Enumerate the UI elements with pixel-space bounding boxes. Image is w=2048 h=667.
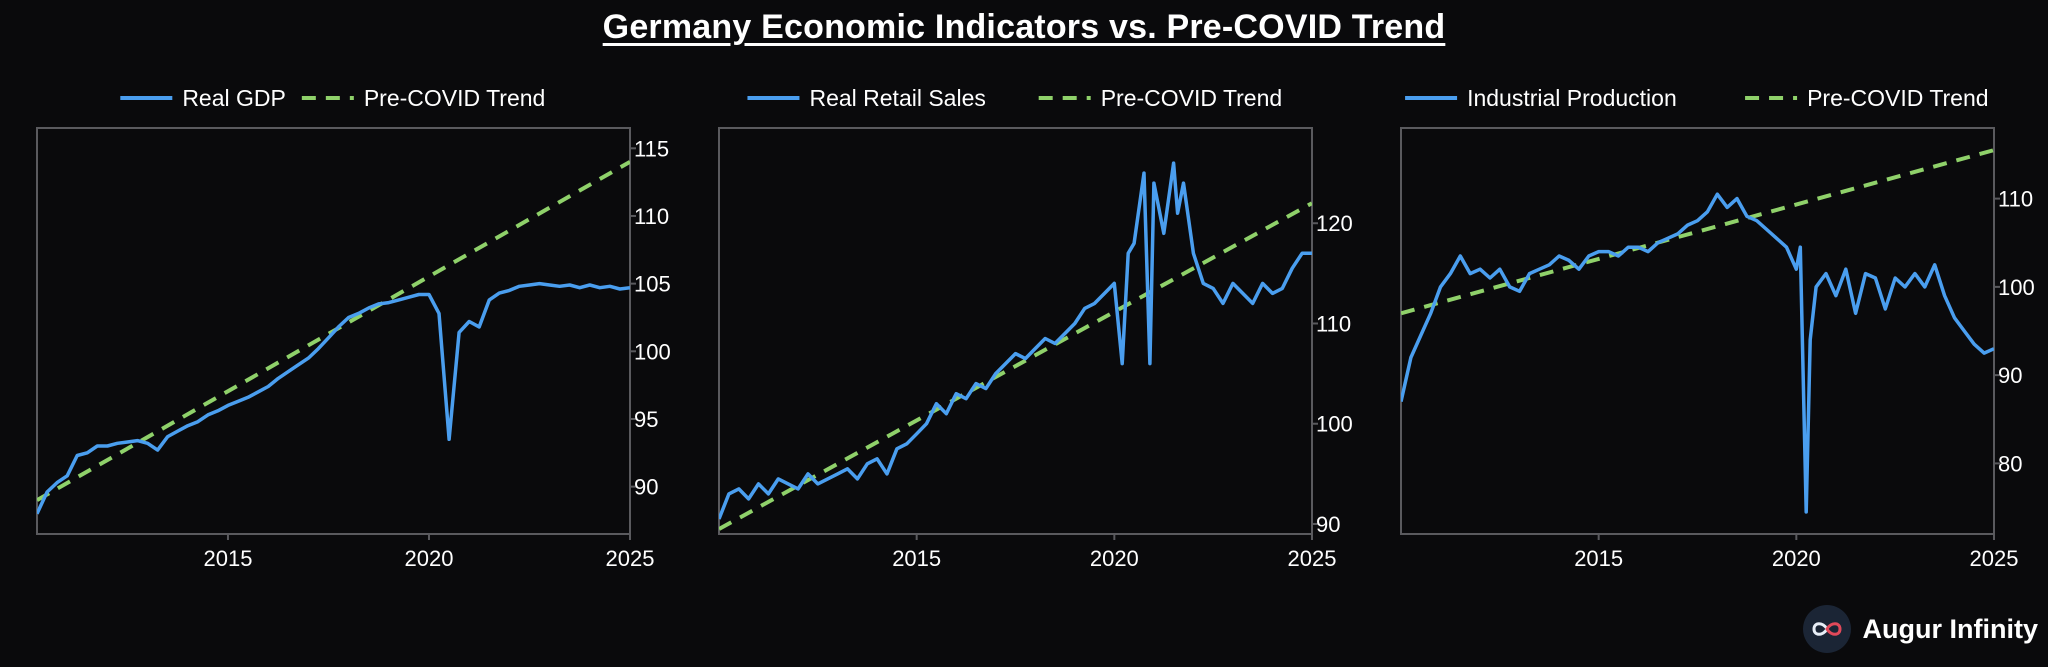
chart-real-gdp: 2015 2020 2025 90 95 100 105 110 115 Real GDP Pre-…: [36, 85, 671, 571]
legend-label-pre-covid-trend: Pre-COVID Trend: [1807, 85, 1989, 111]
y-tick-label: 110: [1998, 187, 2033, 212]
y-tick-label: 100: [1998, 275, 2035, 300]
y-tick-label: 90: [1998, 363, 2022, 388]
brand: Augur Infinity: [1802, 605, 2038, 653]
x-tick-label: 2025: [1970, 546, 2019, 571]
x-tick-label: 2025: [1288, 546, 1337, 571]
y-tick-label: 105: [634, 272, 671, 297]
y-tick-label: 90: [1316, 512, 1340, 537]
legend: Real GDP Pre-COVID Trend: [120, 85, 545, 111]
series-line-pre-covid-trend: [719, 201, 1312, 531]
infinity-logo-icon: [1802, 605, 1851, 653]
x-tick-label: 2020: [1772, 546, 1821, 571]
series-line-real-retail-sales: [719, 161, 1312, 520]
plot-frame: [36, 127, 631, 535]
legend: Industrial Production Pre-COVID Trend: [1405, 85, 1989, 111]
chart-real-retail-sales: 2015 2020 2025 90 100 110 120 Real Retail Sales…: [718, 85, 1353, 571]
x-tick-label: 2015: [203, 546, 252, 571]
legend: Real Retail Sales Pre-COVID Trend: [747, 85, 1282, 111]
y-tick-label: 100: [634, 339, 671, 364]
y-tick-label: 90: [634, 475, 658, 500]
y-tick-label: 95: [634, 407, 658, 432]
x-tick-label: 2020: [405, 546, 454, 571]
y-tick-label: 115: [634, 136, 669, 161]
brand-name: Augur Infinity: [1862, 613, 2038, 644]
plot-frame: [718, 127, 1313, 535]
series-line-pre-covid-trend: [1401, 148, 1994, 316]
y-tick-label: 120: [1316, 211, 1353, 236]
legend-label-pre-covid-trend: Pre-COVID Trend: [1101, 85, 1283, 111]
series-line-real-gdp: [37, 281, 630, 515]
y-tick-label: 110: [634, 204, 669, 229]
x-tick-label: 2025: [606, 546, 655, 571]
legend-label-real-gdp: Real GDP: [182, 85, 286, 111]
plot-frame: [1400, 127, 1995, 535]
legend-label-industrial-production: Industrial Production: [1467, 85, 1677, 111]
legend-label-pre-covid-trend: Pre-COVID Trend: [364, 85, 545, 111]
series-line-industrial-production: [1401, 192, 1994, 514]
y-tick-label: 80: [1998, 451, 2022, 476]
infinity-glyph: [1812, 622, 1842, 636]
legend-label-real-retail-sales: Real Retail Sales: [809, 85, 985, 111]
x-tick-label: 2015: [892, 546, 941, 571]
chart-industrial-production: 2015 2020 2025 80 90 100 110 Industrial Product…: [1400, 85, 2035, 571]
y-tick-label: 110: [1316, 311, 1351, 336]
page-title: Germany Economic Indicators vs. Pre-COVI…: [602, 8, 1446, 46]
x-tick-label: 2020: [1090, 546, 1139, 571]
y-tick-label: 100: [1316, 412, 1353, 437]
x-tick-label: 2015: [1574, 546, 1623, 571]
